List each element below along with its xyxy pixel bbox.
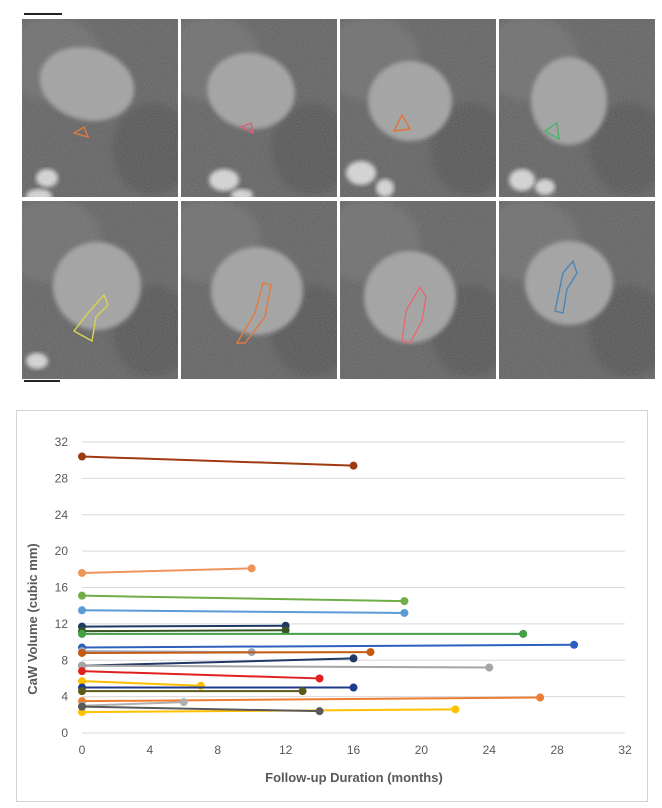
series-line	[81, 594, 405, 603]
ct-panel	[181, 201, 337, 379]
series-line	[81, 567, 252, 574]
series-line	[81, 664, 490, 669]
x-tick-label: 4	[147, 743, 154, 757]
data-point	[315, 674, 324, 683]
data-point	[349, 461, 358, 470]
roi-outline	[239, 122, 254, 135]
series	[78, 640, 579, 652]
series-line	[81, 455, 354, 467]
data-point	[298, 687, 307, 696]
roi-outline	[554, 259, 578, 314]
x-tick-label: 32	[618, 743, 632, 757]
scale-bar-bottom	[24, 380, 60, 382]
series-line	[81, 701, 184, 707]
series-line	[81, 696, 541, 703]
series	[78, 606, 409, 617]
y-tick-label: 20	[55, 544, 69, 558]
y-axis-label: CaW Volume (cubic mm)	[25, 543, 40, 694]
y-tick-label: 12	[55, 617, 69, 631]
series	[78, 702, 324, 716]
series-group	[78, 452, 579, 717]
series	[78, 629, 528, 638]
y-tick-label: 16	[55, 581, 69, 595]
roi-outline	[543, 121, 560, 141]
chart-container: 0 4 8 12 16 20 24 28 32 0 4 8 12 16 20 24 28 32 Follow-up…	[16, 410, 648, 802]
data-point	[519, 629, 528, 638]
series-line	[81, 609, 405, 614]
data-point	[78, 629, 86, 638]
ct-panel	[499, 201, 655, 379]
x-tick-label: 16	[347, 743, 361, 757]
data-point	[349, 683, 358, 692]
series	[78, 591, 409, 606]
y-tick-label: 0	[61, 726, 68, 740]
data-point	[349, 654, 358, 663]
data-point	[78, 452, 86, 461]
roi-outline	[235, 282, 272, 344]
y-tick-label: 32	[55, 435, 69, 449]
scale-bar-top	[24, 13, 62, 15]
ct-panel	[340, 19, 496, 197]
series-line	[81, 643, 575, 649]
roi-outline	[401, 285, 427, 344]
series-line	[81, 705, 320, 713]
series-line	[81, 670, 320, 680]
y-tick-label: 28	[55, 471, 69, 485]
data-point	[400, 608, 409, 617]
y-tick-label: 8	[61, 653, 68, 667]
axes: 0 4 8 12 16 20 24 28 32 0 4 8 12 16 20 24 28 32	[55, 435, 632, 757]
roi-outline	[72, 293, 109, 343]
series	[78, 667, 324, 683]
line-chart: 0 4 8 12 16 20 24 28 32 0 4 8 12 16 20 24 28 32 Follow-up…	[25, 435, 632, 785]
x-tick-label: 0	[79, 743, 86, 757]
ct-panel	[181, 19, 337, 197]
data-point	[536, 693, 545, 702]
data-point	[78, 677, 86, 686]
ct-panel	[22, 19, 178, 197]
ct-panel-grid	[22, 19, 656, 379]
data-point	[281, 626, 290, 635]
data-point	[78, 667, 86, 676]
roi-outline	[72, 125, 90, 139]
data-point	[179, 698, 188, 707]
data-point	[400, 597, 409, 606]
data-point	[78, 606, 86, 615]
data-point	[366, 648, 375, 657]
series	[78, 648, 375, 657]
series-line	[81, 651, 371, 654]
data-point	[570, 640, 579, 649]
data-point	[315, 707, 324, 716]
data-point	[78, 702, 86, 711]
series	[78, 621, 290, 631]
data-point	[78, 648, 86, 657]
series-line	[81, 680, 201, 687]
data-point	[78, 591, 86, 600]
data-point	[485, 663, 494, 672]
ct-panel	[340, 201, 496, 379]
data-point	[247, 564, 256, 573]
data-point	[78, 568, 86, 577]
series	[78, 687, 307, 696]
series	[78, 452, 358, 470]
x-tick-label: 24	[483, 743, 497, 757]
x-tick-label: 8	[214, 743, 221, 757]
y-tick-label: 24	[55, 508, 69, 522]
ct-panel	[499, 19, 655, 197]
x-tick-label: 12	[279, 743, 293, 757]
ct-panel	[22, 201, 178, 379]
data-point	[451, 705, 460, 714]
roi-outline	[392, 113, 412, 132]
x-tick-label: 28	[550, 743, 564, 757]
ct-panels-svg	[22, 19, 655, 379]
series-line	[81, 657, 354, 667]
y-tick-label: 4	[61, 690, 68, 704]
x-tick-label: 20	[415, 743, 429, 757]
series	[78, 564, 256, 577]
data-point	[78, 687, 86, 696]
series-line	[81, 624, 286, 628]
series-line	[81, 629, 286, 633]
x-axis-label: Follow-up Duration (months)	[265, 770, 443, 785]
